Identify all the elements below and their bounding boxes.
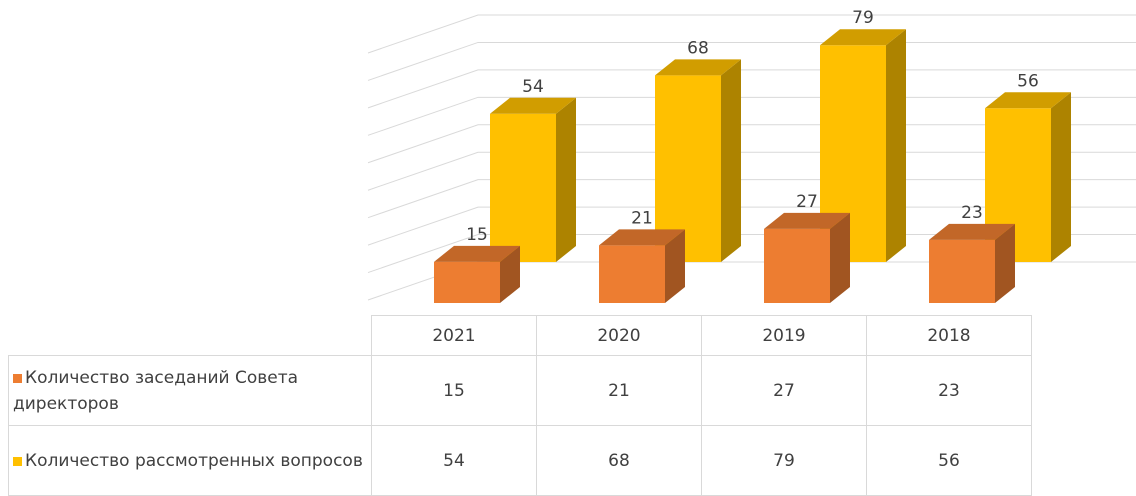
bar-front xyxy=(490,113,556,262)
bar-front xyxy=(764,228,830,303)
bar xyxy=(929,223,1015,303)
bar xyxy=(434,245,520,303)
bar-front xyxy=(655,75,721,262)
row: Количество рассмотренных вопросов 54 68 79 5… xyxy=(8,425,1032,496)
grid-line xyxy=(367,124,1136,164)
bar-side xyxy=(995,223,1015,303)
bar-top xyxy=(599,229,685,246)
bar-top xyxy=(929,223,1015,240)
table-value: 23 xyxy=(866,355,1032,426)
bar-side xyxy=(886,29,906,262)
bar-top xyxy=(490,97,576,114)
bar-top xyxy=(985,92,1071,109)
value-label: 21 xyxy=(631,208,653,228)
grid-line xyxy=(367,206,1136,246)
grid-line xyxy=(367,179,1136,219)
value-label: 23 xyxy=(961,203,983,223)
value-label: 27 xyxy=(796,192,818,212)
header-row: 2021 2020 2019 2018 xyxy=(8,315,1032,356)
legend-entry: Количество заседаний Совета директоров xyxy=(8,355,372,426)
grid-line xyxy=(367,96,1136,136)
table-value: 68 xyxy=(536,425,702,496)
bar-side xyxy=(556,97,576,262)
legend-swatch xyxy=(13,373,22,383)
chart: 54 68 79 56 15 21 27 23 xyxy=(367,8,1136,303)
table-value: 79 xyxy=(701,425,867,496)
bar-side xyxy=(721,59,741,262)
bar-side xyxy=(665,229,685,303)
bar-front xyxy=(820,45,886,262)
data-table: 2021 2020 2019 2018 Количество заседаний… xyxy=(8,315,1032,496)
table-value: 27 xyxy=(701,355,867,426)
bar-top xyxy=(764,212,850,229)
value-label: 54 xyxy=(522,77,544,97)
bar xyxy=(490,97,576,262)
bar-front xyxy=(929,239,995,303)
bar-front xyxy=(599,245,665,303)
bar-top xyxy=(820,29,906,46)
legend-label: Количество рассмотренных вопросов xyxy=(25,450,363,471)
table-value: 15 xyxy=(371,355,537,426)
value-label: 56 xyxy=(1017,71,1039,91)
corner xyxy=(8,315,372,356)
category: 2018 xyxy=(866,315,1032,356)
category: 2021 xyxy=(371,315,537,356)
grid-line xyxy=(367,151,1136,191)
legend-swatch xyxy=(13,456,22,466)
bar xyxy=(599,229,685,303)
table-value: 56 xyxy=(866,425,1032,496)
category: 2019 xyxy=(701,315,867,356)
table-value: 21 xyxy=(536,355,702,426)
value-label: 15 xyxy=(466,225,488,245)
value-label: 68 xyxy=(687,38,709,58)
grid-line xyxy=(367,69,1136,109)
bar-top xyxy=(655,59,741,76)
category: 2020 xyxy=(536,315,702,356)
bar-side xyxy=(500,245,520,303)
bar-side xyxy=(830,212,850,303)
row: Количество заседаний Совета директоров 15… xyxy=(8,355,1032,426)
bar-side xyxy=(1051,92,1071,262)
grid-line xyxy=(367,14,1136,54)
bar xyxy=(764,212,850,303)
grid-line xyxy=(367,41,1136,81)
bar xyxy=(985,92,1071,262)
table-value: 54 xyxy=(371,425,537,496)
bar-front xyxy=(434,261,500,303)
grid-line xyxy=(367,234,1136,274)
bar-top xyxy=(434,245,520,262)
bar-front xyxy=(985,108,1051,262)
legend-entry: Количество рассмотренных вопросов xyxy=(8,425,372,496)
legend-label: Количество заседаний Совета директоров xyxy=(13,367,299,414)
bar xyxy=(820,29,906,262)
bar xyxy=(655,59,741,262)
value-label: 79 xyxy=(852,8,874,28)
